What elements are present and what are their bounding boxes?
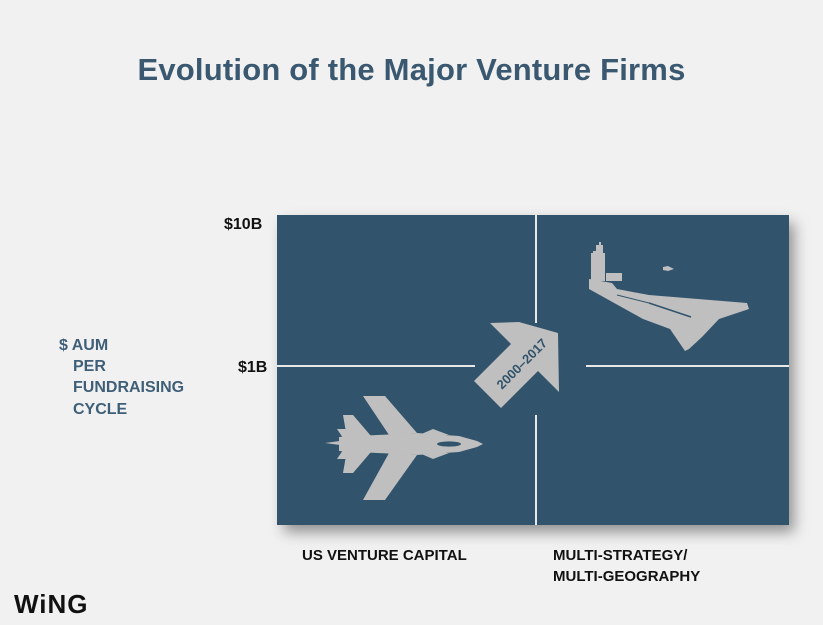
- y-axis-label-line2: PER: [73, 358, 106, 375]
- tick-1b: $1B: [238, 359, 268, 376]
- x-label-right-line1: MULTI-STRATEGY/: [553, 547, 688, 564]
- x-label-right-line2: MULTI-GEOGRAPHY: [553, 568, 701, 585]
- y-axis-label-line1: $ AUM: [59, 337, 109, 354]
- y-axis-label-line3: FUNDRAISING: [73, 379, 185, 396]
- wing-logo: WiNG: [14, 589, 89, 619]
- quadrant-svg: 2000–2017: [277, 215, 789, 525]
- tick-10b: $10B: [224, 216, 263, 233]
- quadrant-panel: 2000–2017: [277, 215, 789, 525]
- y-axis-label-line4: CYCLE: [73, 401, 128, 418]
- growth-arrow: 2000–2017: [474, 322, 559, 408]
- page-title: Evolution of the Major Venture Firms: [137, 52, 686, 87]
- fighter-jet-icon: [325, 396, 483, 500]
- x-label-left: US VENTURE CAPITAL: [302, 547, 467, 564]
- aircraft-carrier-icon: [589, 242, 749, 351]
